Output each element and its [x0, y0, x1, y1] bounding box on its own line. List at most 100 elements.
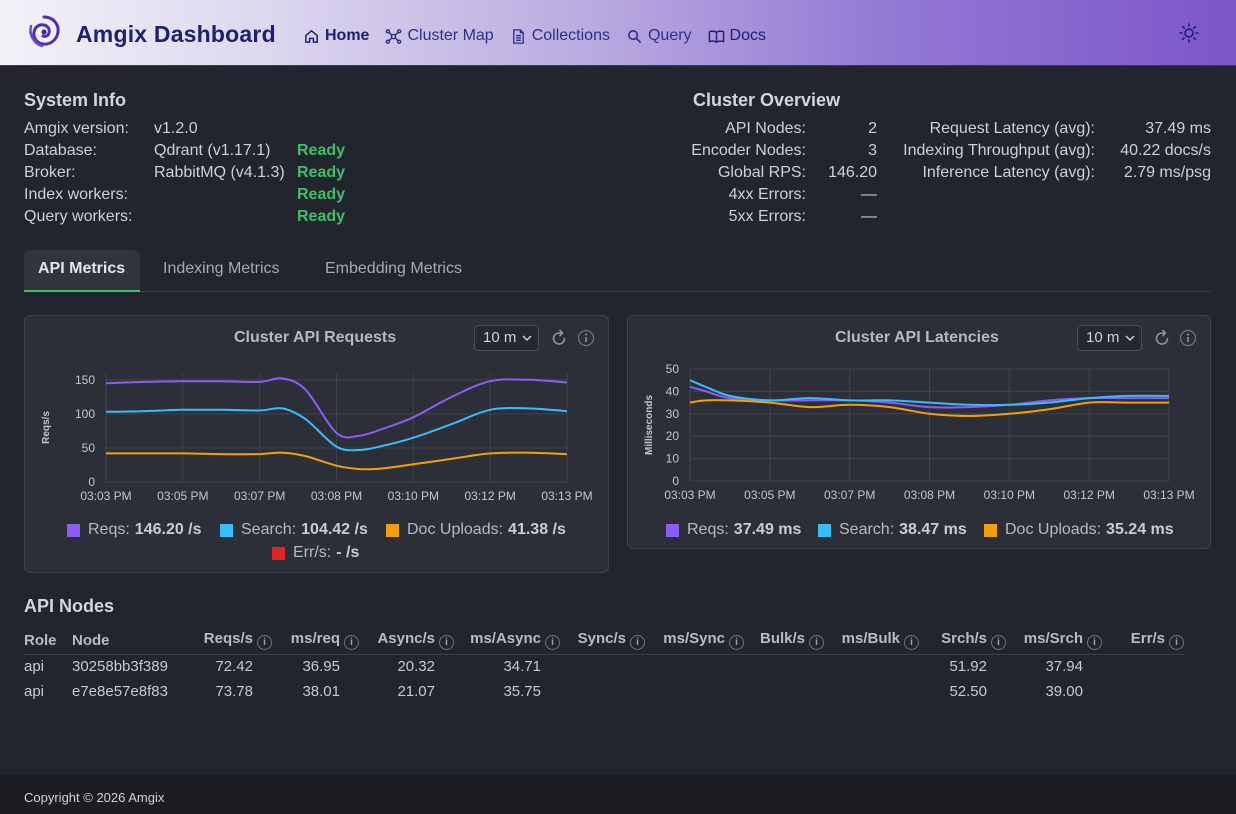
y-axis-label: Milliseconds: [644, 395, 655, 455]
main-nav: Home Cluster Map Collections Query Docs: [303, 26, 766, 46]
sysinfo-value-broker: RabbitMQ (v4.1.3): [154, 164, 285, 181]
table-cell-async-s: 21.07: [397, 683, 435, 700]
legend-item-doc-uploads[interactable]: Doc Uploads: 35.24 ms: [984, 521, 1174, 539]
refresh-icon[interactable]: [1153, 329, 1171, 347]
legend-item-errors[interactable]: Err/s: - /s: [272, 544, 359, 562]
table-cell-ms-req: 36.95: [302, 658, 340, 676]
nav-docs[interactable]: Docs: [708, 26, 766, 46]
legend-item-search[interactable]: Search: 38.47 ms: [818, 521, 967, 539]
y-tick-label: 100: [75, 407, 95, 421]
api-nodes-table: Role Node Reqs/s i ms/req i Async/s i ms/Async i S…: [24, 627, 1184, 704]
info-icon[interactable]: [577, 329, 595, 347]
table-cell-err-s: [1102, 679, 1184, 704]
requests-range-select[interactable]: 10 m: [474, 325, 539, 351]
nav-query-label: Query: [647, 27, 692, 44]
y-axis-label: Reqs/s: [41, 411, 52, 444]
table-cell-ms-srch: 39.00: [1045, 683, 1083, 700]
info-icon[interactable]: [1179, 329, 1197, 347]
series-line-reqs[interactable]: [105, 377, 568, 439]
sysinfo-value-version: v1.2.0: [154, 120, 198, 137]
column-header-ms-bulk: ms/Bulk i: [824, 627, 919, 655]
y-tick-label: 50: [666, 362, 680, 376]
info-icon[interactable]: i: [545, 635, 560, 651]
legend-name-doc-uploads: Doc Uploads:: [1005, 521, 1102, 538]
overview-label-inference-latency: Inference Latency (avg):: [922, 164, 1095, 181]
x-tick-label: 03:03 PM: [80, 489, 131, 503]
overview-value-inference-latency: 2.79 ms/psg: [1123, 164, 1211, 181]
tab-api-metrics[interactable]: API Metrics: [24, 250, 140, 292]
refresh-icon[interactable]: [550, 329, 568, 347]
legend-item-doc-uploads[interactable]: Doc Uploads: 41.38 /s: [386, 521, 566, 539]
column-header-role: Role: [24, 627, 72, 655]
spiral-logo-icon[interactable]: [26, 14, 62, 50]
sysinfo-value-database: Qdrant (v1.17.1): [154, 142, 271, 159]
legend-value-doc-uploads: 35.24 ms: [1106, 521, 1174, 538]
network-icon: [386, 28, 402, 44]
series-line-search[interactable]: [105, 407, 568, 452]
info-icon[interactable]: i: [1087, 635, 1102, 651]
info-icon[interactable]: i: [344, 635, 359, 651]
latencies-chart-panel: Cluster API Latencies 10 m 0 10 20 30 40 50 03…: [627, 315, 1211, 549]
info-icon[interactable]: i: [439, 635, 454, 651]
legend-swatch-search: [220, 523, 233, 537]
table-cell-sync-s: [560, 654, 645, 679]
nav-cluster-map-label: Cluster Map: [407, 27, 494, 44]
overview-value-global-rps: 146.20: [828, 164, 877, 181]
info-icon[interactable]: i: [904, 635, 919, 651]
y-tick-label: 20: [666, 429, 680, 443]
nav-home[interactable]: Home: [303, 26, 369, 46]
column-header-label: Srch/s: [941, 630, 987, 648]
legend-value-errors: - /s: [336, 544, 360, 561]
info-icon[interactable]: i: [729, 635, 744, 651]
table-cell-node: 30258bb3f389: [72, 658, 168, 676]
table-cell-node: e7e8e57e8f83: [72, 683, 168, 700]
home-icon: [305, 29, 318, 43]
legend-item-reqs[interactable]: Reqs: 146.20 /s: [67, 521, 202, 539]
legend-value-reqs: 146.20 /s: [134, 521, 202, 538]
series-line-search[interactable]: [689, 379, 1170, 407]
legend-item-reqs[interactable]: Reqs: 37.49 ms: [666, 521, 801, 539]
x-tick-label: 03:05 PM: [157, 489, 208, 503]
overview-value-indexing-throughput: 40.22 docs/s: [1120, 142, 1211, 159]
x-tick-label: 03:03 PM: [664, 488, 715, 502]
series-line-doc-uploads[interactable]: [689, 399, 1169, 418]
info-icon[interactable]: i: [630, 635, 645, 651]
nav-docs-label: Docs: [729, 27, 766, 44]
column-header-label: Async/s: [377, 630, 435, 648]
overview-label-global-rps: Global RPS:: [717, 164, 806, 181]
overview-label-indexing-throughput: Indexing Throughput (avg):: [903, 142, 1095, 159]
info-icon[interactable]: i: [809, 635, 824, 651]
table-cell-reqs-s: 72.42: [215, 658, 253, 676]
x-tick-label: 03:12 PM: [464, 489, 515, 503]
column-header-ms-sync: ms/Sync i: [645, 627, 744, 655]
column-header-ms-async: ms/Async i: [454, 627, 560, 655]
nav-cluster-map[interactable]: Cluster Map: [385, 26, 494, 46]
legend-swatch-doc-uploads: [984, 523, 997, 537]
y-tick-label: 0: [672, 474, 679, 488]
table-row[interactable]: api e7e8e57e8f83 73.78 38.01 21.07 35.75 52.50…: [24, 679, 1184, 704]
info-icon[interactable]: i: [257, 635, 272, 651]
nav-collections[interactable]: Collections: [510, 26, 610, 46]
column-header-label: ms/Async: [470, 630, 541, 648]
legend-value-doc-uploads: 41.38 /s: [508, 521, 566, 538]
info-icon[interactable]: i: [1169, 635, 1184, 651]
app-title[interactable]: Amgix Dashboard: [76, 21, 276, 47]
table-row[interactable]: api 30258bb3f389 72.42 36.95 20.32 34.71 51.92…: [24, 654, 1184, 679]
requests-range-value: 10 m: [483, 329, 517, 346]
series-line-doc-uploads[interactable]: [105, 451, 568, 471]
table-cell-ms-bulk: [824, 654, 919, 679]
tab-embedding-metrics[interactable]: Embedding Metrics: [325, 260, 462, 277]
column-header-label: Bulk/s: [759, 630, 805, 648]
requests-chart-title: Cluster API Requests: [234, 329, 397, 346]
table-cell-ms-sync: [645, 654, 744, 679]
info-icon[interactable]: i: [991, 635, 1006, 651]
table-header-row: Role Node Reqs/s i ms/req i Async/s i ms/Async i S…: [24, 627, 1184, 655]
nav-query[interactable]: Query: [626, 26, 692, 46]
legend-item-search[interactable]: Search: 104.42 /s: [220, 521, 368, 539]
latencies-range-select[interactable]: 10 m: [1077, 325, 1142, 351]
sysinfo-label-version: Amgix version:: [24, 120, 129, 137]
table-cell-srch-s: 52.50: [949, 683, 987, 700]
sun-icon[interactable]: [1178, 22, 1200, 44]
tab-indexing-metrics[interactable]: Indexing Metrics: [163, 260, 280, 277]
table-cell-ms-srch: 37.94: [1045, 658, 1083, 676]
